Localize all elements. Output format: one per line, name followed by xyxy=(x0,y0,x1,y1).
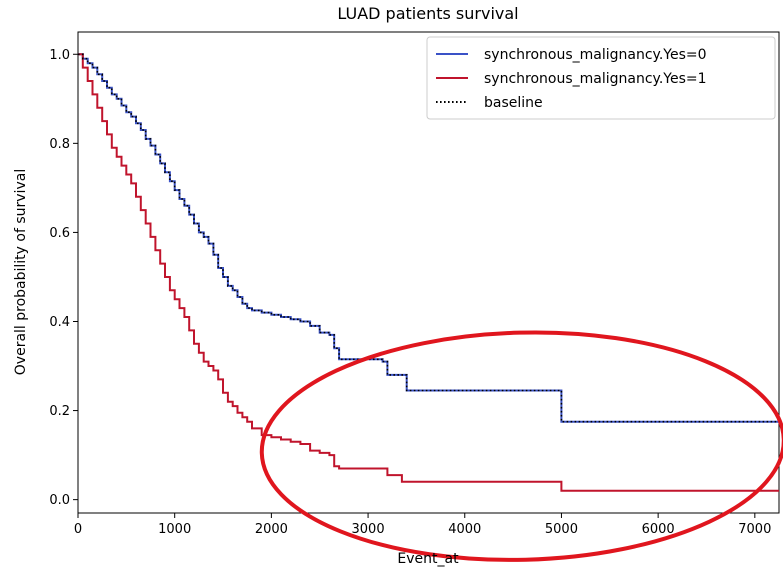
y-axis-label: Overall probability of survival xyxy=(13,169,29,375)
x-tick-label: 5000 xyxy=(545,522,578,537)
y-tick-label: 1.0 xyxy=(49,48,70,63)
legend-label-0: synchronous_malignancy.Yes=0 xyxy=(484,47,707,63)
y-tick-label: 0.2 xyxy=(49,404,70,419)
legend-label-1: synchronous_malignancy.Yes=1 xyxy=(484,71,707,87)
y-tick-label: 0.6 xyxy=(49,226,70,241)
x-tick-label: 1000 xyxy=(158,522,191,537)
x-tick-label: 0 xyxy=(74,522,82,537)
highlight-ellipse xyxy=(259,330,783,562)
x-axis-label: Event_at xyxy=(397,551,459,567)
chart-title: LUAD patients survival xyxy=(337,4,518,23)
plot-frame xyxy=(77,31,780,514)
x-tick-label: 6000 xyxy=(642,522,675,537)
y-tick-label: 0.4 xyxy=(49,315,70,330)
y-tick-label: 0.8 xyxy=(49,137,70,152)
annotation-layer xyxy=(259,330,783,562)
series-line-2 xyxy=(78,53,779,423)
y-tick-label: 0.0 xyxy=(49,493,70,508)
x-tick-label: 2000 xyxy=(255,522,288,537)
axes: 0 1000 2000 3000 4000 5000 6000 7000 0.0 0.2 0.4 0.… xyxy=(49,31,780,537)
series-layer xyxy=(78,53,779,492)
series-line-1 xyxy=(78,53,779,492)
legend-label-2: baseline xyxy=(484,95,543,111)
legend: synchronous_malignancy.Yes=0 synchronous_… xyxy=(426,36,776,120)
x-tick-label: 7000 xyxy=(738,522,771,537)
x-tick-label: 4000 xyxy=(448,522,481,537)
x-tick-label: 3000 xyxy=(352,522,385,537)
legend-box xyxy=(426,36,776,120)
